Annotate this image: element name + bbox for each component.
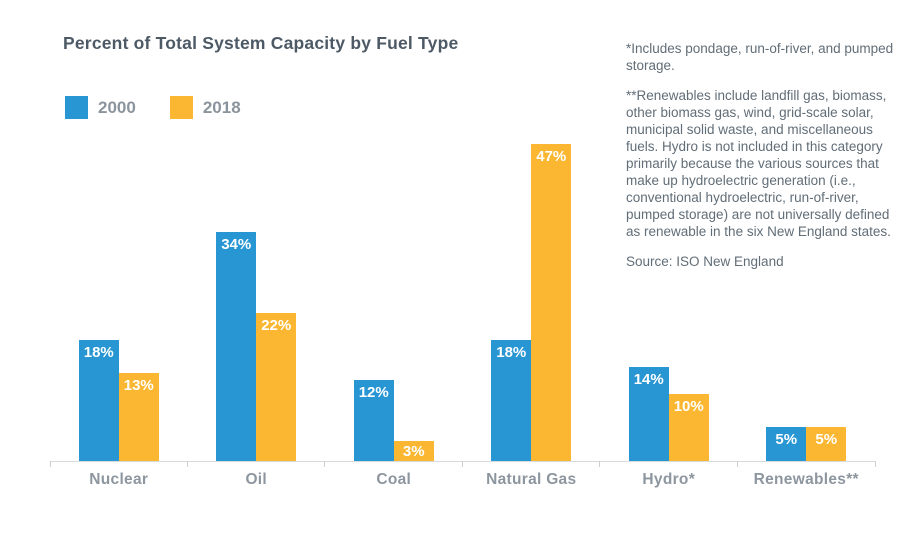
legend-label-2000: 2000 (98, 97, 136, 117)
footnotes-block: *Includes pondage, run-of-river, and pum… (626, 40, 900, 283)
bar-value-label: 47% (536, 147, 567, 165)
bar-value-label: 22% (261, 316, 292, 334)
legend-item-2018: 2018 (169, 96, 241, 119)
x-axis-tick (874, 461, 876, 467)
bar-2018-hydro: 10% (668, 393, 709, 461)
plot-area: 18% 13% 34% 22% 12% 3% 18% 47% 14% 10% 5% 5% (49, 137, 876, 467)
bar-value-label: 10% (673, 397, 704, 415)
footnote-hydro: *Includes pondage, run-of-river, and pum… (626, 41, 894, 73)
legend-label-2018: 2018 (202, 97, 241, 117)
bar-value-label: 5% (815, 431, 838, 449)
category-group-nuclear: 18% 13% (50, 137, 188, 461)
x-axis-tick (186, 461, 188, 467)
legend-item-2000: 2000 (65, 96, 136, 119)
bar-2018-oil: 22% (256, 312, 297, 461)
x-axis-label-oil: Oil (245, 471, 268, 488)
bar-2000-oil: 34% (216, 231, 257, 461)
bar-pair-oil: 34% 22% (216, 231, 297, 461)
x-axis-label-natural-gas: Natural Gas (486, 471, 577, 488)
chart-title: Percent of Total System Capacity by Fuel… (63, 33, 459, 53)
legend-swatch-2000-icon (65, 96, 88, 119)
x-axis-tick (324, 461, 326, 467)
category-group-oil: 34% 22% (187, 137, 325, 461)
category-group-renewables: 5% 5% (738, 137, 876, 461)
bar-pair-nuclear: 18% 13% (78, 339, 159, 461)
bar-value-label: 34% (221, 235, 252, 253)
bar-2018-renewables: 5% (806, 427, 847, 461)
x-axis-label-nuclear: Nuclear (89, 471, 149, 488)
bar-value-label: 3% (402, 442, 425, 460)
bar-value-label: 18% (83, 343, 114, 361)
x-axis-label-renewables: Renewables** (753, 471, 859, 488)
bar-value-label: 13% (123, 377, 154, 395)
bar-pair-coal: 12% 3% (353, 380, 434, 461)
x-axis-tick (462, 461, 463, 467)
bar-2000-natural-gas: 18% (491, 339, 532, 461)
category-group-coal: 12% 3% (325, 137, 463, 461)
x-axis-tick (599, 461, 601, 467)
x-axis-label-hydro: Hydro* (642, 471, 696, 488)
legend: 2000 2018 (65, 96, 241, 119)
bar-value-label: 14% (633, 370, 664, 388)
bar-pair-natural-gas: 18% 47% (491, 143, 572, 461)
bar-pair-renewables: 5% 5% (766, 427, 847, 461)
x-axis-tick (737, 461, 738, 467)
bar-2000-renewables: 5% (766, 427, 807, 461)
bar-2000-hydro: 14% (628, 366, 669, 461)
bar-2000-nuclear: 18% (78, 339, 119, 461)
x-axis-tick (49, 461, 51, 467)
source-note: Source: ISO New England (626, 254, 784, 269)
x-axis-labels: Nuclear Oil Coal Natural Gas Hydro* Renewable… (50, 462, 875, 496)
bar-2018-natural-gas: 47% (531, 143, 572, 461)
bar-value-label: 12% (358, 384, 389, 401)
bar-chart: 18% 13% 34% 22% 12% 3% 18% 47% 14% 10% 5% 5% Nuclea… (49, 137, 876, 496)
bar-value-label: 18% (496, 343, 527, 361)
bar-value-label: 5% (775, 431, 798, 449)
x-axis-label-coal: Coal (376, 471, 412, 488)
category-group-hydro: 14% 10% (600, 137, 738, 461)
bar-2018-nuclear: 13% (118, 373, 159, 461)
footnote-renewables: **Renewables include landfill gas, bioma… (626, 88, 891, 239)
category-group-natural-gas: 18% 47% (463, 137, 601, 461)
bar-pair-hydro: 14% 10% (628, 366, 709, 461)
bar-2018-coal: 3% (393, 440, 434, 461)
legend-swatch-2018-icon (169, 96, 193, 119)
bar-2000-coal: 12% (353, 380, 394, 461)
